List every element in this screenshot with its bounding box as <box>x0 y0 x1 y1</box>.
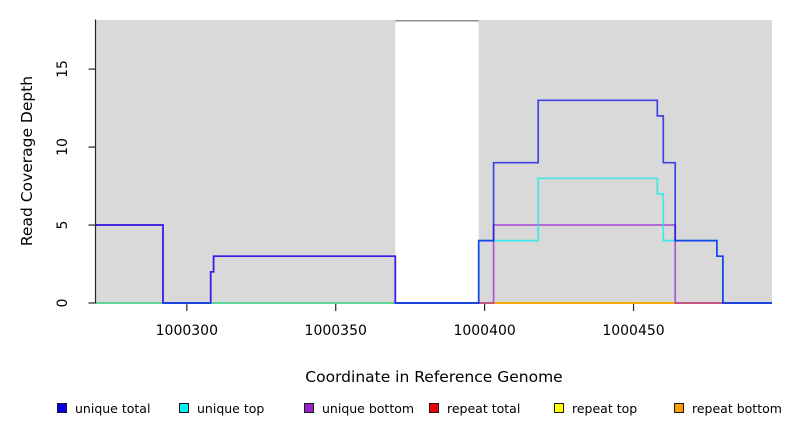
x-axis-title: Coordinate in Reference Genome <box>305 368 563 386</box>
y-tick-label-5: 5 <box>55 220 71 230</box>
x-tick-label-1000300: 1000300 <box>155 323 219 339</box>
x-tick-label-1000450: 1000450 <box>602 323 665 339</box>
y-tick-label-10: 10 <box>55 138 71 156</box>
x-tick-label-1000400: 1000400 <box>453 323 516 339</box>
x-tick-label-1000350: 1000350 <box>304 323 367 339</box>
y-axis-title: Read Coverage Depth <box>18 75 36 247</box>
y-tick-label-0: 0 <box>55 298 71 308</box>
y-tick-label-15: 15 <box>55 60 71 79</box>
